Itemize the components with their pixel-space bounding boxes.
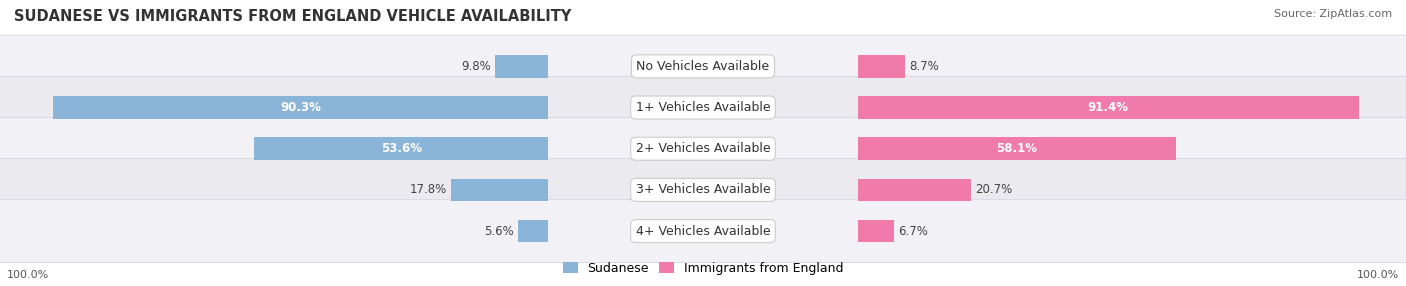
Text: 6.7%: 6.7% (898, 225, 928, 238)
Text: 100.0%: 100.0% (7, 270, 49, 280)
FancyBboxPatch shape (0, 35, 1406, 98)
Bar (858, 178, 972, 201)
Text: 1+ Vehicles Available: 1+ Vehicles Available (636, 101, 770, 114)
Text: 17.8%: 17.8% (411, 183, 447, 196)
Text: 53.6%: 53.6% (381, 142, 422, 155)
Bar (254, 137, 548, 160)
FancyBboxPatch shape (0, 118, 1406, 180)
Text: SUDANESE VS IMMIGRANTS FROM ENGLAND VEHICLE AVAILABILITY: SUDANESE VS IMMIGRANTS FROM ENGLAND VEHI… (14, 9, 571, 23)
Text: 5.6%: 5.6% (485, 225, 515, 238)
Text: 8.7%: 8.7% (908, 60, 939, 73)
Text: No Vehicles Available: No Vehicles Available (637, 60, 769, 73)
Text: 9.8%: 9.8% (461, 60, 491, 73)
Text: 90.3%: 90.3% (280, 101, 321, 114)
FancyBboxPatch shape (0, 200, 1406, 262)
Text: 4+ Vehicles Available: 4+ Vehicles Available (636, 225, 770, 238)
Bar (858, 55, 905, 78)
Text: 91.4%: 91.4% (1088, 101, 1129, 114)
Bar (858, 96, 1358, 119)
Bar (858, 137, 1177, 160)
Bar (53, 96, 548, 119)
Text: 58.1%: 58.1% (997, 142, 1038, 155)
Text: 3+ Vehicles Available: 3+ Vehicles Available (636, 183, 770, 196)
Bar (517, 220, 548, 243)
Text: 20.7%: 20.7% (974, 183, 1012, 196)
FancyBboxPatch shape (0, 159, 1406, 221)
FancyBboxPatch shape (0, 76, 1406, 139)
Bar (451, 178, 548, 201)
Text: 100.0%: 100.0% (1357, 270, 1399, 280)
Legend: Sudanese, Immigrants from England: Sudanese, Immigrants from England (558, 257, 848, 280)
Bar (858, 220, 894, 243)
Text: Source: ZipAtlas.com: Source: ZipAtlas.com (1274, 9, 1392, 19)
Bar (495, 55, 548, 78)
Text: 2+ Vehicles Available: 2+ Vehicles Available (636, 142, 770, 155)
